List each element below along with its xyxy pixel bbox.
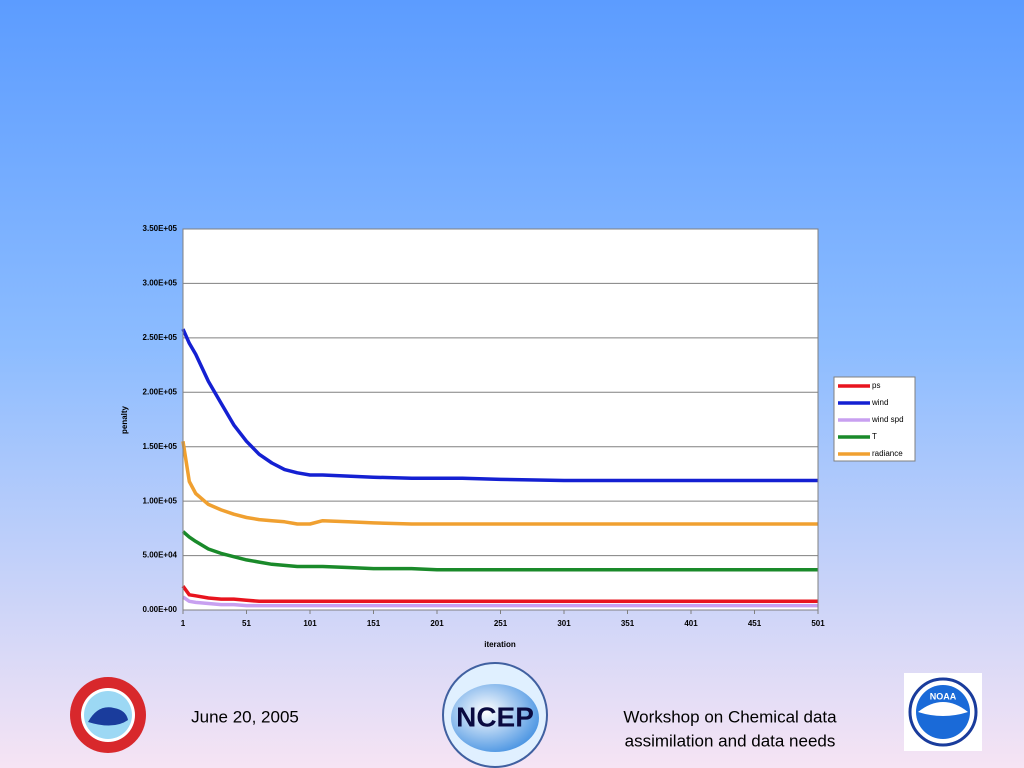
series-line bbox=[181, 585, 818, 604]
y-tick-label: 0.00E+00 bbox=[143, 605, 178, 614]
y-tick-label: 5.00E+04 bbox=[143, 551, 178, 560]
footer-workshop: Workshop on Chemical data bbox=[623, 707, 837, 726]
x-tick-label: 351 bbox=[621, 619, 635, 628]
x-tick-label: 201 bbox=[430, 619, 444, 628]
legend-label: radiance bbox=[872, 449, 903, 458]
x-tick-label: 301 bbox=[557, 619, 571, 628]
series-line bbox=[181, 441, 818, 526]
series-line bbox=[181, 328, 818, 483]
y-tick-label: 1.00E+05 bbox=[143, 496, 178, 505]
footer-date: June 20, 2005 bbox=[191, 707, 299, 726]
series-line bbox=[181, 595, 818, 608]
ncep-logo: NCEP bbox=[442, 662, 548, 768]
series-line bbox=[181, 530, 818, 572]
legend-label: ps bbox=[872, 381, 880, 390]
y-tick-label: 3.50E+05 bbox=[143, 224, 178, 233]
x-axis-label: iteration bbox=[484, 640, 516, 649]
x-tick-label: 401 bbox=[684, 619, 698, 628]
legend-label: wind bbox=[871, 398, 888, 407]
x-tick-label: 151 bbox=[367, 619, 381, 628]
legend-label: wind spd bbox=[871, 415, 904, 424]
noaa-logo: NOAA bbox=[904, 673, 982, 751]
x-tick-label: 101 bbox=[303, 619, 317, 628]
y-tick-label: 2.50E+05 bbox=[143, 333, 178, 342]
y-tick-label: 2.00E+05 bbox=[143, 387, 178, 396]
x-tick-label: 1 bbox=[181, 619, 186, 628]
x-tick-label: 451 bbox=[748, 619, 762, 628]
x-tick-label: 251 bbox=[494, 619, 508, 628]
y-tick-label: 1.50E+05 bbox=[143, 442, 178, 451]
noaa-text: NOAA bbox=[930, 691, 957, 701]
x-tick-label: 501 bbox=[811, 619, 825, 628]
legend-label: T bbox=[872, 432, 877, 441]
x-tick-label: 51 bbox=[242, 619, 251, 628]
nws-logo bbox=[70, 677, 146, 753]
y-tick-label: 3.00E+05 bbox=[143, 279, 178, 288]
plot-area bbox=[182, 228, 819, 611]
footer-workshop: assimilation and data needs bbox=[625, 731, 836, 750]
ncep-text: NCEP bbox=[456, 701, 534, 732]
plot-area bbox=[182, 228, 819, 611]
y-axis-label: penalty bbox=[120, 405, 129, 434]
